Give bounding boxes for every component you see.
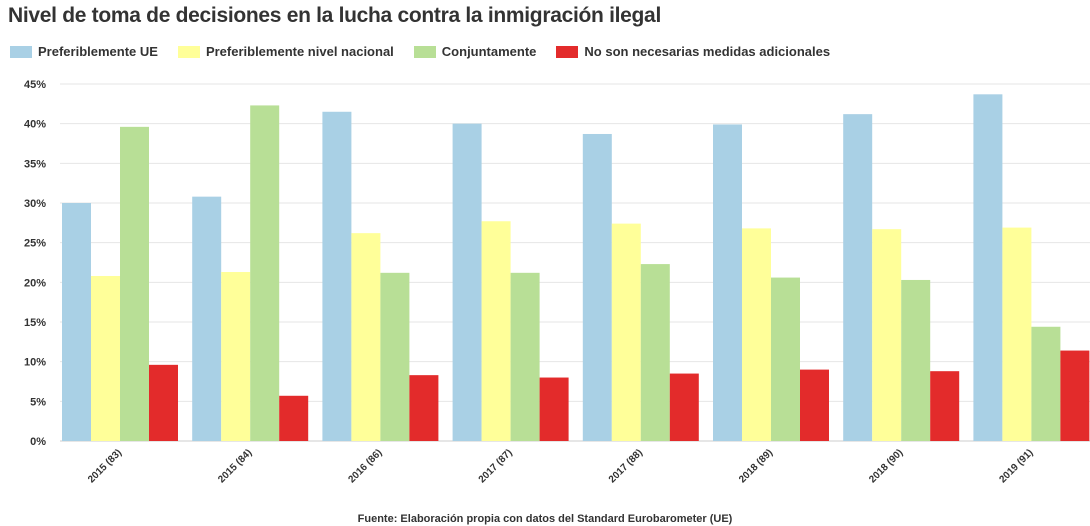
y-tick-label: 5% bbox=[30, 396, 46, 408]
bar bbox=[279, 395, 309, 441]
chart-title: Nivel de toma de decisiones en la lucha … bbox=[8, 4, 661, 27]
x-tick-label: 2018 (89) bbox=[737, 447, 775, 485]
legend-label-conjuntamente: Conjuntamente bbox=[441, 44, 537, 59]
bar bbox=[611, 223, 641, 441]
bar bbox=[221, 272, 251, 441]
legend-swatch-conjuntamente bbox=[413, 45, 436, 58]
chart-bars bbox=[62, 94, 1090, 442]
bar bbox=[120, 126, 149, 441]
bar bbox=[351, 233, 381, 441]
x-tick-label: 2018 (90) bbox=[867, 447, 905, 485]
bar bbox=[640, 264, 670, 441]
y-tick-label: 40% bbox=[24, 119, 46, 131]
bar bbox=[91, 275, 120, 441]
legend-label-no-necesarias: No son necesarias medidas adicionales bbox=[584, 44, 831, 59]
bar bbox=[930, 371, 960, 441]
bar bbox=[901, 279, 931, 441]
y-tick-label: 20% bbox=[24, 277, 46, 289]
y-tick-label: 45% bbox=[24, 79, 46, 91]
bar bbox=[409, 375, 439, 441]
x-tick-label: 2015 (83) bbox=[86, 447, 124, 485]
bar bbox=[452, 123, 482, 442]
bar bbox=[1002, 227, 1032, 441]
legend-item-ue[interactable]: Preferiblemente UE bbox=[10, 44, 158, 59]
bar bbox=[539, 377, 569, 441]
bar bbox=[843, 114, 873, 441]
bar bbox=[872, 229, 902, 441]
y-tick-label: 10% bbox=[24, 357, 46, 369]
y-tick-label: 0% bbox=[30, 436, 46, 448]
legend-label-nacional: Preferiblemente nivel nacional bbox=[205, 44, 394, 59]
bar bbox=[800, 369, 829, 441]
x-tick-label: 2019 (91) bbox=[997, 447, 1035, 485]
bar bbox=[582, 133, 612, 442]
legend-item-no-necesarias[interactable]: No son necesarias medidas adicionales bbox=[556, 44, 830, 59]
bar bbox=[380, 272, 410, 441]
x-tick-label: 2016 (86) bbox=[346, 447, 384, 485]
legend-swatch-nacional bbox=[177, 45, 200, 58]
y-tick-label: 30% bbox=[24, 198, 46, 210]
bar bbox=[250, 105, 280, 442]
y-tick-label: 15% bbox=[24, 317, 46, 329]
y-axis: 0% 5% 10% 15% 20% 25% 30% 35% 40% 45% bbox=[24, 79, 46, 448]
x-tick-label: 2015 (84) bbox=[216, 447, 254, 485]
legend-label-ue: Preferiblemente UE bbox=[38, 44, 158, 59]
x-tick-label: 2017 (88) bbox=[607, 447, 645, 485]
y-tick-label: 35% bbox=[24, 158, 46, 170]
chart-source-note: Fuente: Elaboración propia con datos del… bbox=[357, 513, 733, 525]
bar bbox=[322, 111, 352, 442]
bar bbox=[149, 364, 178, 441]
bar bbox=[192, 196, 222, 441]
chart-legend: Preferiblemente UE Preferiblemente nivel… bbox=[10, 44, 850, 59]
bar bbox=[771, 277, 800, 441]
y-tick-label: 25% bbox=[24, 238, 46, 250]
x-axis: 2015 (83) 2015 (84) 2016 (86) 2017 (87) 2017… bbox=[86, 447, 1035, 485]
x-tick-label: 2017 (87) bbox=[477, 447, 515, 485]
bar bbox=[1031, 326, 1061, 441]
bar bbox=[742, 228, 771, 441]
bar bbox=[510, 272, 540, 441]
legend-item-nacional[interactable]: Preferiblemente nivel nacional bbox=[177, 44, 394, 59]
bar bbox=[481, 221, 511, 441]
bar bbox=[1060, 350, 1090, 441]
legend-item-conjuntamente[interactable]: Conjuntamente bbox=[413, 44, 537, 59]
bar bbox=[713, 124, 742, 442]
legend-swatch-no-necesarias bbox=[556, 45, 579, 58]
bar bbox=[62, 203, 91, 441]
bar bbox=[973, 94, 1003, 442]
legend-swatch-ue bbox=[10, 45, 32, 58]
bar bbox=[669, 373, 699, 441]
